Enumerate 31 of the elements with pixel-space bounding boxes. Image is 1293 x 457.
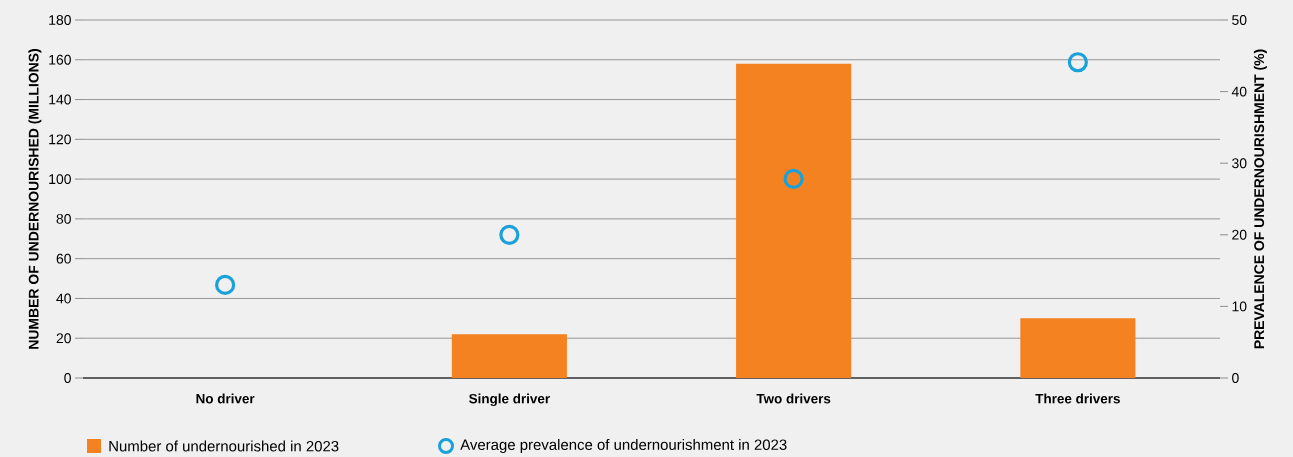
- bar: [451, 334, 567, 378]
- y-tick-label: 20: [56, 333, 71, 344]
- y2-tick-label: 20: [1232, 229, 1247, 240]
- legend-label: Number of undernourished in 2023: [109, 440, 339, 452]
- bar: [1020, 318, 1136, 378]
- y-tick-label: 100: [49, 174, 71, 185]
- y-tick-label: 180: [49, 15, 71, 25]
- y-tick-label: 80: [56, 213, 71, 224]
- x-tick-label: Three drivers: [1035, 393, 1120, 404]
- y-tick-label: 160: [49, 54, 71, 65]
- y2-tick-label: 0: [1232, 373, 1239, 383]
- y2-axis-title: PREVALENCE OF UNDERNOURISHMENT (%): [1253, 49, 1267, 349]
- point: [783, 168, 804, 190]
- y-tick-label: 40: [56, 293, 71, 304]
- y-axis-title: NUMBER OF UNDERNOURISHED (MILLIONS): [28, 49, 42, 349]
- y-tick-label: 120: [49, 134, 71, 145]
- point: [215, 274, 236, 296]
- y2-tick-label: 40: [1231, 86, 1247, 97]
- bar: [736, 63, 852, 378]
- x-tick-label: No driver: [196, 393, 255, 404]
- y-tick-label: 60: [56, 253, 71, 264]
- y-tick-label: 0: [64, 373, 71, 383]
- x-tick-label: Single driver: [469, 393, 550, 407]
- x-tick-label: Two drivers: [756, 393, 831, 404]
- y2-tick-label: 30: [1232, 158, 1247, 169]
- y2-tick-label: 10: [1232, 301, 1247, 312]
- legend-label: Average prevalence of undernourishment in 2023: [460, 439, 787, 453]
- point: [499, 224, 520, 245]
- point: [1067, 52, 1088, 73]
- y-tick-label: 140: [49, 94, 71, 105]
- y2-tick-label: 50: [1232, 15, 1247, 25]
